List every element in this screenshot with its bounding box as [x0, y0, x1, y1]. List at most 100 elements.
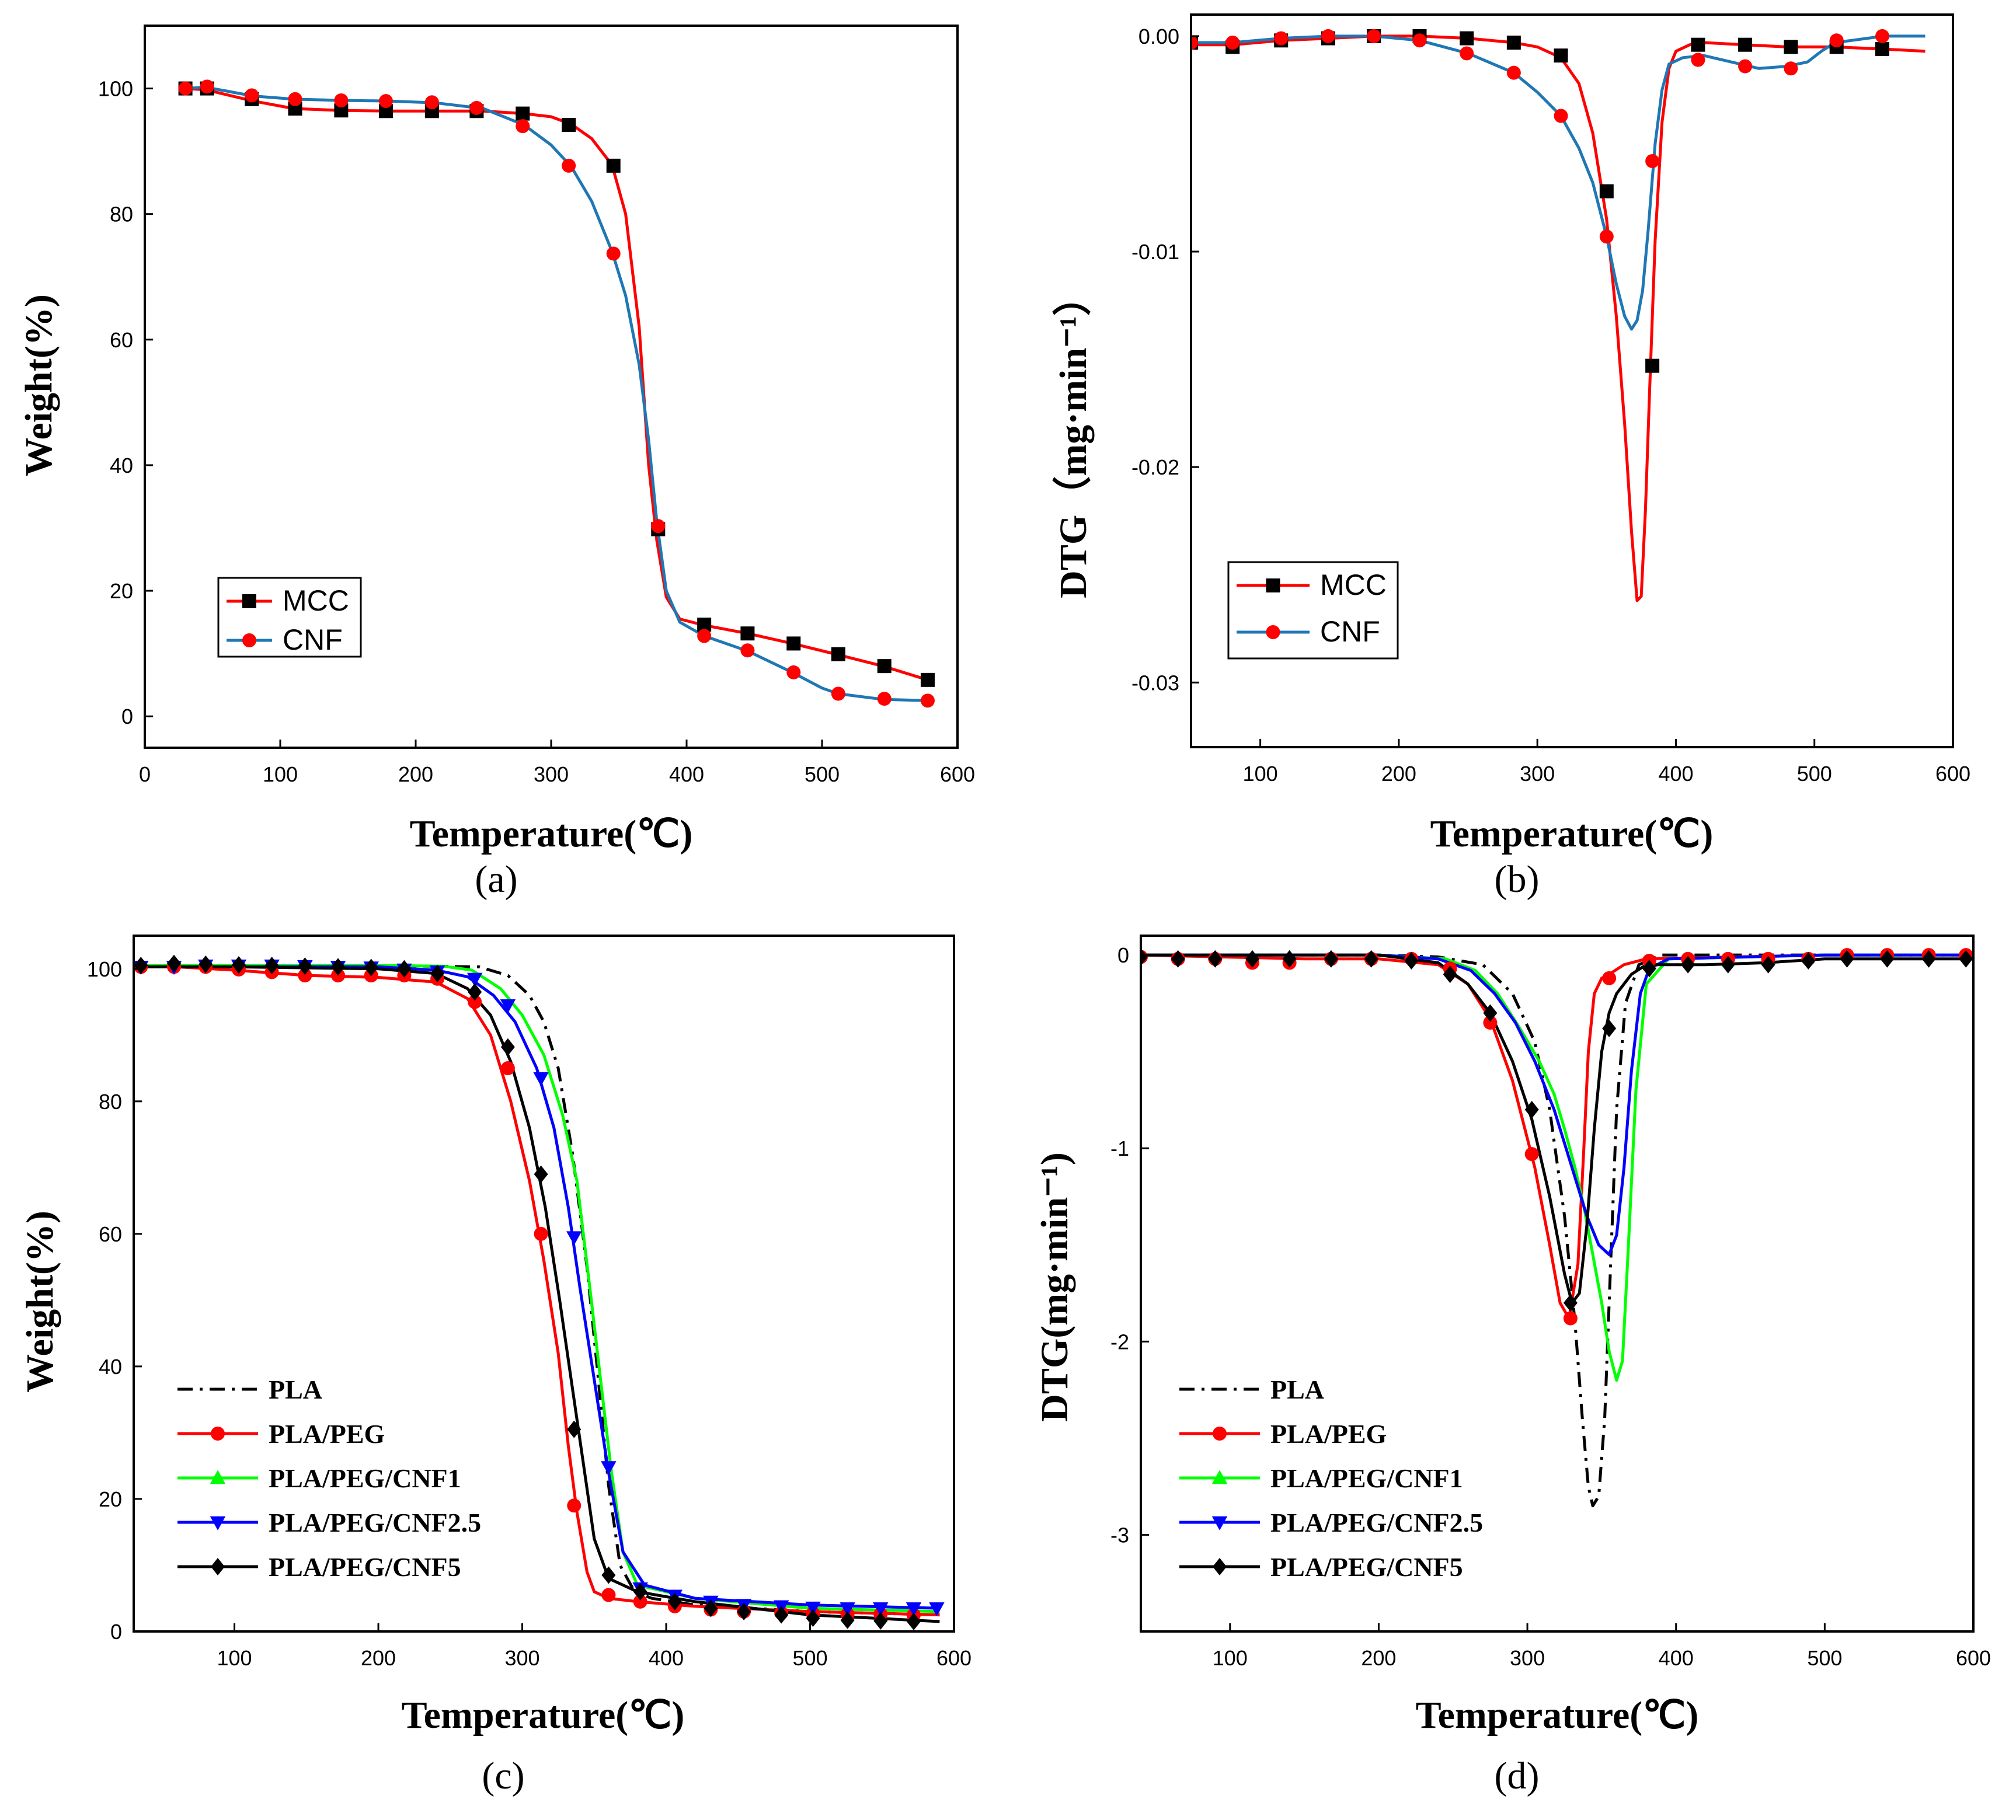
- chart-panel-d: 100 200 300 400 500 600 0 -1 -2 -3 Temperature(℃) D…: [1033, 935, 1991, 1797]
- data-point-PLA/PEG/CNF2.5: [500, 999, 516, 1013]
- data-point-PLA/PEG/CNF5: [840, 1611, 855, 1629]
- legend-label-PLA/PEG/CNF2.5: PLA/PEG/CNF2.5: [269, 1508, 481, 1537]
- data-point-PLA/PEG/CNF5: [774, 1606, 789, 1624]
- data-point-PLA/PEG/CNF5: [1840, 950, 1854, 968]
- legend: PLA PLA/PEG PLA/PEG/CNF1 PLA/PEG/CNF2.5 PLA/…: [177, 1375, 481, 1582]
- legend-marker-PLA/PEG/CNF1: [1211, 1470, 1228, 1484]
- data-point-PLA/PEG/CNF2.5: [873, 1602, 889, 1617]
- data-point-CNF: [200, 79, 214, 94]
- y-tick-label: 0: [1117, 943, 1129, 967]
- data-point-MCC: [1645, 358, 1660, 373]
- data-point-PLA/PEG/CNF5: [1171, 950, 1185, 968]
- data-point-PLA/PEG/CNF5: [873, 1612, 888, 1630]
- data-point-CNF: [1321, 29, 1335, 43]
- y-tick-label: 0.00: [1138, 25, 1179, 48]
- data-point-PLA/PEG/CNF5: [1245, 950, 1259, 968]
- y-tick-label: 0: [121, 705, 133, 728]
- data-point-PLA/PEG/CNF5: [737, 1602, 751, 1620]
- chart-panel-c: 100 200 300 400 500 600 0 20 40 60 80 100 Temperatur…: [19, 935, 972, 1797]
- legend-box: [217, 577, 362, 658]
- x-tick-label: 600: [936, 1646, 972, 1670]
- legend-marker-PLA/PEG/CNF2.5: [210, 1516, 226, 1530]
- y-tick-label: -0.01: [1131, 240, 1179, 264]
- x-tick-label: 200: [1381, 762, 1416, 786]
- data-point-CNF: [424, 95, 439, 110]
- legend-marker-PLA/PEG/CNF1: [210, 1470, 226, 1484]
- data-point-MCC: [1691, 37, 1705, 52]
- y-tick-label: 100: [98, 77, 133, 101]
- data-point-CNF: [178, 81, 193, 96]
- x-tick-label: 500: [792, 1646, 827, 1670]
- plot-frame: [1140, 935, 1975, 1633]
- plot-frame: [133, 935, 955, 1633]
- x-tick-label: 100: [217, 1646, 252, 1670]
- legend: MCC CNF: [1227, 561, 1399, 660]
- y-tick-label: -3: [1110, 1523, 1129, 1547]
- y-tick-label: 100: [87, 957, 122, 981]
- data-point-PLA/PEG/CNF5: [1443, 965, 1457, 984]
- x-tick-label: 400: [1658, 762, 1693, 786]
- data-point-PLA/PEG/CNF5: [1602, 1019, 1617, 1037]
- data-point-PLA/PEG/CNF5: [134, 957, 148, 975]
- data-point-PLA/PEG/CNF5: [298, 957, 312, 975]
- data-point-CNF: [606, 246, 621, 261]
- y-tick-label: 0: [110, 1620, 122, 1644]
- series-line-PLA/PEG: [1141, 953, 1966, 1320]
- series-line-PLA/PEG/CNF1: [1141, 953, 1966, 1382]
- data-point-CNF: [288, 92, 302, 106]
- data-point-PLA/PEG/CNF5: [1524, 1101, 1539, 1118]
- y-axis-title: Weight(%): [19, 1211, 61, 1393]
- data-point-CNF: [1554, 109, 1568, 123]
- data-point-MCC: [877, 659, 892, 674]
- series-line-CNF: [1191, 34, 1926, 331]
- data-point-CNF: [877, 692, 892, 706]
- series-group: [134, 954, 945, 1630]
- y-tick-label: -0.02: [1131, 455, 1179, 479]
- legend-marker-CNF: [1266, 625, 1280, 639]
- data-point-MCC: [920, 672, 935, 687]
- data-point-PLA/PEG/CNF5: [1801, 952, 1816, 970]
- x-tick-label: 400: [1659, 1646, 1694, 1670]
- y-axis-title: DTG（mg·min⁻¹）: [1051, 277, 1095, 598]
- data-point-MCC: [1784, 40, 1798, 54]
- data-point-CNF: [1691, 53, 1705, 67]
- series-group: [1141, 948, 1973, 1508]
- legend-marker-PLA/PEG/CNF5: [1213, 1558, 1227, 1575]
- data-point-CNF: [697, 629, 712, 643]
- data-point-CNF: [1875, 29, 1889, 43]
- x-tick-label: 100: [1243, 762, 1278, 786]
- legend-label-PLA/PEG: PLA/PEG: [1270, 1419, 1387, 1449]
- series-line-PLA/PEG: [134, 965, 940, 1617]
- data-point-CNF: [1460, 46, 1474, 61]
- y-tick-label: 60: [110, 328, 133, 352]
- data-point-MCC: [1738, 37, 1753, 52]
- x-tick-label: 300: [1520, 762, 1555, 786]
- data-point-PLA/PEG/CNF5: [806, 1609, 820, 1627]
- legend-label-PLA/PEG/CNF5: PLA/PEG/CNF5: [1270, 1552, 1463, 1582]
- x-tick-label: 300: [534, 762, 569, 786]
- data-point-PLA/PEG: [601, 1588, 616, 1602]
- data-point-PLA/PEG/CNF5: [1642, 960, 1656, 978]
- data-point-CNF: [378, 94, 393, 109]
- legend-marker-PLA/PEG/CNF5: [211, 1558, 225, 1575]
- data-point-PLA/PEG: [1524, 1147, 1539, 1162]
- data-point-CNF: [516, 119, 530, 134]
- legend-box: [1227, 561, 1399, 660]
- data-point-MCC: [786, 636, 801, 651]
- data-point-PLA/PEG/CNF5: [1324, 950, 1338, 968]
- data-point-PLA/PEG/CNF5: [1761, 956, 1775, 974]
- data-point-PLA/PEG/CNF5: [199, 955, 213, 973]
- data-point-PLA/PEG/CNF5: [1880, 950, 1895, 968]
- series-line-PLA/PEG/CNF5: [1141, 953, 1966, 1305]
- data-point-PLA/PEG/CNF5: [1208, 950, 1223, 968]
- data-point-PLA/PEG/CNF5: [1282, 950, 1297, 968]
- y-axis-title: Weight(%): [18, 294, 60, 476]
- data-point-PLA/PEG: [534, 1226, 548, 1241]
- data-point-PLA/PEG/CNF5: [364, 958, 378, 977]
- data-point-PLA/PEG/CNF2.5: [466, 972, 483, 987]
- legend-marker-PLA/PEG: [211, 1427, 225, 1441]
- data-point-CNF: [1784, 61, 1798, 76]
- data-point-MCC: [606, 158, 621, 173]
- legend-label-MCC: MCC: [283, 584, 349, 617]
